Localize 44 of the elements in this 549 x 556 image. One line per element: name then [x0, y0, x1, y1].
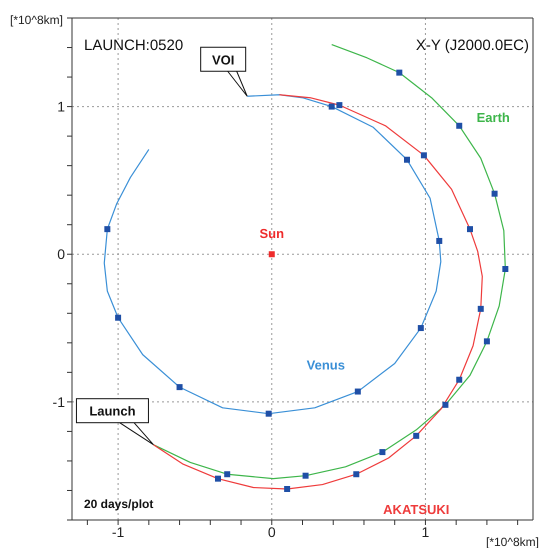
point: [456, 122, 462, 129]
point: [484, 338, 490, 344]
point: [115, 314, 122, 321]
point: [413, 432, 420, 439]
point: [284, 486, 290, 492]
point: [268, 251, 275, 258]
series-label: Sun: [259, 226, 284, 242]
point: [379, 449, 386, 456]
point: [502, 266, 508, 272]
annotation: 20 days/plot: [84, 497, 154, 511]
text: AKATSUKI: [383, 502, 450, 518]
annotation: Launch: [89, 404, 136, 419]
annotation: VOI: [212, 52, 234, 68]
point: [176, 384, 183, 390]
annotation: X-Y (J2000.0EC): [416, 37, 530, 54]
x-tick-label: -1: [112, 524, 125, 540]
point: [353, 471, 360, 478]
point: [478, 306, 484, 312]
point: [354, 388, 361, 395]
point: [442, 402, 448, 408]
point: [436, 238, 442, 244]
y-tick-label: 0: [57, 246, 66, 262]
point: [214, 476, 221, 482]
series-label: Venus: [306, 358, 345, 373]
point: [328, 104, 335, 110]
point: [396, 70, 402, 76]
point: [456, 376, 462, 383]
point: [466, 226, 473, 232]
point: [302, 472, 309, 479]
point: [336, 102, 342, 108]
y-axis-title: [*10^8km]: [10, 13, 63, 27]
point: [420, 152, 427, 158]
x-tick-label: 0: [268, 524, 276, 540]
point: [224, 471, 230, 478]
x-tick-label: 1: [422, 524, 430, 540]
point: [404, 156, 410, 163]
y-tick-label: 1: [57, 98, 66, 115]
series-label: Earth: [476, 110, 510, 125]
point: [266, 410, 272, 417]
point: [492, 190, 498, 197]
point: [104, 226, 110, 232]
annotation: LAUNCH:0520: [84, 37, 184, 54]
point: [418, 325, 424, 332]
y-tick-label: -1: [52, 394, 66, 410]
